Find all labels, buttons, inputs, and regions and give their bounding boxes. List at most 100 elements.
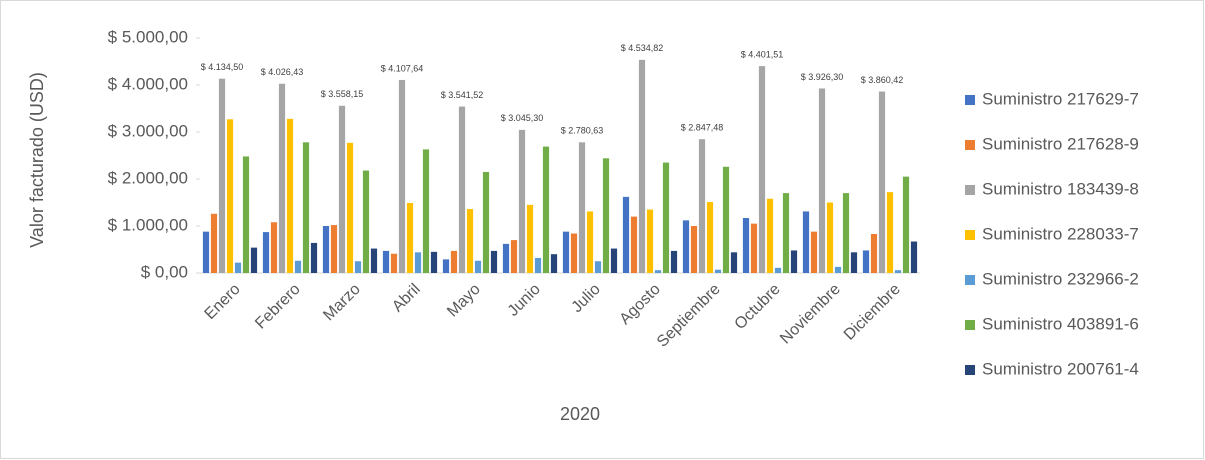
bar: [802, 211, 810, 273]
legend-label: Suministro 228033-7: [982, 224, 1139, 243]
data-label: $ 4.134,50: [201, 62, 244, 72]
legend-label: Suministro 403891-6: [982, 314, 1139, 333]
bar: [730, 252, 738, 273]
data-label: $ 4.401,51: [741, 50, 784, 60]
y-tick-label: $ 5.000,00: [108, 27, 188, 46]
bar: [542, 146, 550, 273]
bar: [510, 240, 518, 273]
bar: [706, 202, 714, 273]
y-tick-label: $ 2.000,00: [108, 168, 188, 187]
bar: [790, 250, 798, 273]
bar: [834, 266, 842, 273]
data-label: $ 4.107,64: [381, 63, 424, 73]
bar: [242, 156, 250, 273]
bar: [322, 226, 330, 273]
data-label: $ 3.926,30: [801, 72, 844, 82]
bar: [338, 105, 346, 273]
bar: [210, 213, 218, 273]
legend-label: Suministro 217629-7: [982, 89, 1139, 108]
bar: [646, 209, 654, 273]
bar: [766, 198, 774, 273]
legend-swatch: [965, 230, 975, 240]
bar: [398, 79, 406, 273]
y-tick-label: $ 0,00: [141, 262, 188, 281]
bar: [270, 222, 278, 273]
legend-label: Suministro 200761-4: [982, 359, 1139, 378]
bar: [662, 162, 670, 273]
bar: [602, 158, 610, 273]
bar: [202, 231, 210, 273]
bar: [758, 66, 766, 273]
y-tick-label: $ 4.000,00: [108, 74, 188, 93]
y-tick-label: $ 1.000,00: [108, 215, 188, 234]
bar: [262, 232, 270, 273]
bar: [490, 250, 498, 273]
bar: [870, 233, 878, 273]
y-tick-label: $ 3.000,00: [108, 121, 188, 140]
legend-label: Suministro 183439-8: [982, 179, 1139, 198]
data-label: $ 4.026,43: [261, 67, 304, 77]
bar: [862, 250, 870, 273]
bar: [518, 129, 526, 273]
bar: [878, 91, 886, 273]
data-label: $ 2.780,63: [561, 126, 604, 136]
bar: [562, 231, 570, 273]
bar: [826, 202, 834, 273]
bar: [406, 202, 414, 273]
bar: [226, 119, 234, 273]
y-axis-title: Valor facturado (USD): [27, 72, 47, 248]
bar: [218, 78, 226, 273]
bar: [654, 270, 662, 273]
bar: [894, 270, 902, 273]
bar: [594, 261, 602, 273]
bar: [466, 209, 474, 273]
legend-swatch: [965, 365, 975, 375]
bar: [302, 142, 310, 273]
bar: [578, 142, 586, 273]
bar: [586, 211, 594, 273]
bar: [346, 142, 354, 273]
bar: [902, 176, 910, 273]
bar: [450, 250, 458, 273]
bar: [750, 223, 758, 273]
bar: [414, 252, 422, 273]
bar: [390, 253, 398, 273]
bar: [910, 241, 918, 273]
bar: [570, 233, 578, 273]
data-label: $ 3.045,30: [501, 113, 544, 123]
data-label: $ 3.541,52: [441, 90, 484, 100]
bar: [442, 259, 450, 273]
bar: [670, 250, 678, 273]
bar: [294, 260, 302, 273]
bar: [774, 267, 782, 273]
bar: [610, 248, 618, 273]
legend-swatch: [965, 140, 975, 150]
legend-label: Suministro 232966-2: [982, 269, 1139, 288]
bar: [810, 231, 818, 273]
bar: [886, 192, 894, 273]
bar: [310, 242, 318, 273]
legend-swatch: [965, 185, 975, 195]
bar: [698, 139, 706, 273]
bar: [714, 269, 722, 273]
bar: [630, 216, 638, 273]
bar: [382, 250, 390, 273]
bar: [690, 226, 698, 273]
legend-swatch: [965, 320, 975, 330]
bar: [278, 83, 286, 274]
data-label: $ 2.847,48: [681, 123, 724, 133]
bar: [330, 225, 338, 273]
bar: [622, 196, 630, 273]
bar: [842, 193, 850, 273]
bar: [682, 220, 690, 273]
bar: [850, 252, 858, 273]
bar: [370, 248, 378, 273]
bar: [234, 262, 242, 273]
bar: [534, 257, 542, 273]
bar: [458, 106, 466, 274]
bar: [474, 260, 482, 273]
data-label: $ 4.534,82: [621, 43, 664, 53]
data-label: $ 3.860,42: [861, 75, 904, 85]
